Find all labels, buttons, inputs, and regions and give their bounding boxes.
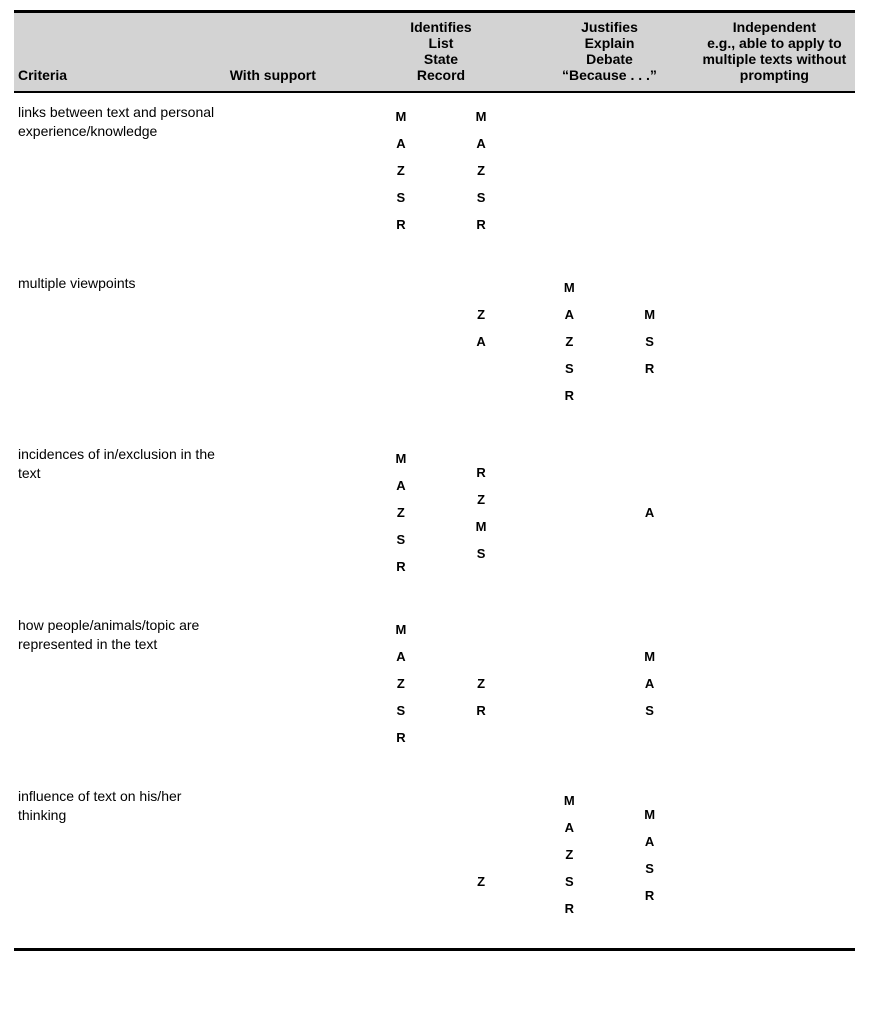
independent-cell xyxy=(694,777,855,950)
identifies-cell: ZA xyxy=(357,264,525,435)
with-support-cell xyxy=(226,435,357,606)
identifies-cell: MAZSRRZMS xyxy=(357,435,525,606)
justifies-cell xyxy=(525,92,694,264)
justifies-cell: MAS xyxy=(525,606,694,777)
table-header: Criteria With support IdentifiesListStat… xyxy=(14,12,855,93)
criteria-cell: incidences of in/exclusion in the text xyxy=(14,435,226,606)
independent-cell xyxy=(694,606,855,777)
page: Criteria With support IdentifiesListStat… xyxy=(0,0,869,971)
independent-cell xyxy=(694,435,855,606)
table-body: links between text and personal experien… xyxy=(14,92,855,950)
with-support-cell xyxy=(226,606,357,777)
with-support-cell xyxy=(226,777,357,950)
table-row: links between text and personal experien… xyxy=(14,92,855,264)
independent-cell xyxy=(694,92,855,264)
col-header-criteria: Criteria xyxy=(14,12,226,93)
col-header-justifies: JustifiesExplainDebate“Because . . .” xyxy=(525,12,694,93)
justifies-cell: MAZSRMASR xyxy=(525,777,694,950)
table-row: incidences of in/exclusion in the text MA… xyxy=(14,435,855,606)
table-row: multiple viewpoints ZAMAZSR MSR xyxy=(14,264,855,435)
table-row: influence of text on his/her thinking ZM… xyxy=(14,777,855,950)
identifies-cell: MAZSRMAZSR xyxy=(357,92,525,264)
criteria-cell: links between text and personal experien… xyxy=(14,92,226,264)
criteria-cell: influence of text on his/her thinking xyxy=(14,777,226,950)
identifies-cell: Z xyxy=(357,777,525,950)
col-header-identifies: IdentifiesListStateRecord xyxy=(357,12,525,93)
identifies-cell: MAZSR ZR xyxy=(357,606,525,777)
independent-cell xyxy=(694,264,855,435)
table-row: how people/animals/topic are represented… xyxy=(14,606,855,777)
rubric-table: Criteria With support IdentifiesListStat… xyxy=(14,10,855,951)
criteria-cell: multiple viewpoints xyxy=(14,264,226,435)
criteria-cell: how people/animals/topic are represented… xyxy=(14,606,226,777)
col-header-independent: Independente.g., able to apply tomultipl… xyxy=(694,12,855,93)
with-support-cell xyxy=(226,264,357,435)
with-support-cell xyxy=(226,92,357,264)
justifies-cell: A xyxy=(525,435,694,606)
col-header-with-support: With support xyxy=(226,12,357,93)
justifies-cell: MAZSR MSR xyxy=(525,264,694,435)
